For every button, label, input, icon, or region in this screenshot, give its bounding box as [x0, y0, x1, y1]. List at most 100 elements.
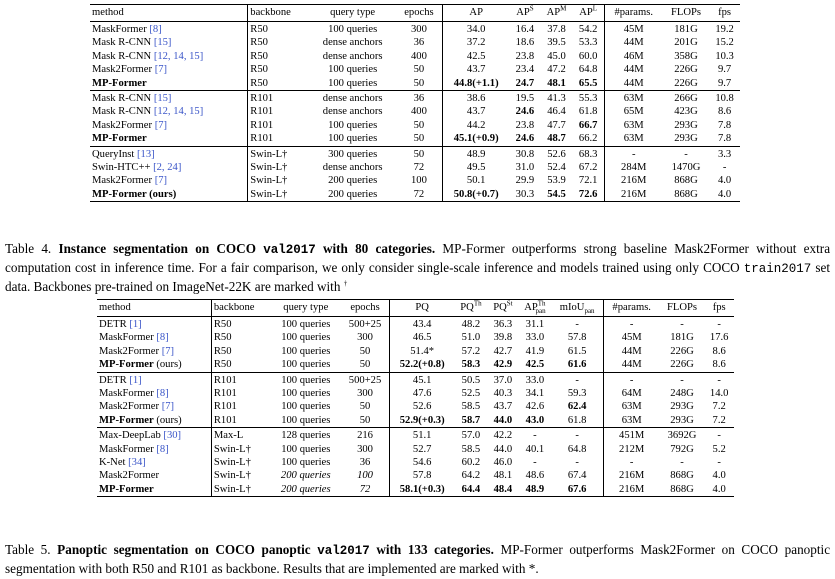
caption-label: Table 4. — [5, 241, 52, 256]
cell-query: 100 queries — [270, 358, 342, 373]
cell-epochs: 400 — [396, 49, 443, 64]
table-row: Mask R-CNN [12, 14, 15] R50 dense anchors 4… — [90, 49, 740, 64]
citation-link[interactable]: [7] — [161, 345, 175, 357]
cell-flops: 868G — [659, 482, 705, 498]
table-4-instance-segmentation: method backbone query type epochs AP APS… — [90, 4, 740, 203]
cell-epochs: 72 — [341, 482, 391, 498]
cell-query: 200 queries — [280, 470, 331, 482]
cell-backbone: Swin-L† — [250, 175, 288, 187]
cell-fps: - — [717, 319, 721, 330]
cell-fps: 7.2 — [712, 401, 726, 413]
caption-bold-tail: with 133 categories. — [376, 542, 494, 557]
cell-backbone: R50 — [250, 64, 268, 76]
cell-params: 216M — [604, 187, 663, 203]
cell-pq: 46.5 — [412, 332, 432, 344]
cell-apm: 54.5 — [540, 187, 573, 203]
table-row: Mask2Former [7] R50 100 queries 50 43.7 23.4 4… — [90, 63, 740, 77]
col-header-pq-st: PQSt — [487, 299, 519, 317]
citation-link[interactable]: [8] — [156, 332, 169, 344]
citation-link[interactable]: [7] — [154, 119, 168, 131]
caption-bold-text: Panoptic segmentation on COCO panoptic — [57, 542, 311, 557]
cell-fps: 3.3 — [717, 148, 732, 160]
cell-apm: 47.2 — [547, 64, 566, 76]
cell-ap: 43.7 — [466, 64, 486, 76]
cell-ap: 33.0 — [525, 374, 545, 386]
cell-pqst: 37.0 — [493, 374, 513, 386]
cell-fps: 7.2 — [704, 413, 734, 429]
cell-query: 100 queries — [281, 388, 331, 400]
cell-pqth: 48.2 — [461, 319, 481, 330]
cell-epochs: 500+25 — [341, 316, 391, 332]
citation-link[interactable]: [7] — [161, 401, 175, 413]
citation-link[interactable]: [15] — [153, 37, 172, 49]
citation-link[interactable]: [8] — [156, 443, 169, 455]
citation-link[interactable]: [13] — [137, 148, 155, 160]
cell-pqst: 36.3 — [493, 319, 513, 330]
cell-epochs: 300 — [341, 331, 391, 345]
cell-apl: 72.6 — [572, 187, 605, 203]
cell-method: Mask R-CNN [15] — [90, 36, 249, 50]
col-header-method: method — [97, 299, 212, 317]
citation-link[interactable]: [30] — [163, 430, 182, 442]
citation-link[interactable]: [1] — [129, 374, 142, 386]
citation-link[interactable]: [7] — [154, 175, 168, 187]
cell-method: MP-Former (ours) — [97, 358, 212, 373]
cell-aps: 31.0 — [515, 162, 535, 174]
citation-link[interactable]: [12, 14, 15] — [153, 50, 204, 62]
cell-backbone: R50 — [213, 319, 232, 330]
citation-link[interactable]: [12, 14, 15] — [153, 106, 204, 118]
cell-apl: 54.2 — [572, 21, 605, 37]
cell-fps: 5.2 — [712, 443, 726, 455]
cell-method: Mask2Former [7] — [90, 63, 249, 77]
cell-method: MaskFormer [8] — [97, 442, 212, 457]
citation-link[interactable]: [1] — [129, 319, 142, 330]
cell-apl: 68.3 — [572, 146, 605, 162]
col-header-apm: APM — [540, 4, 573, 22]
cell-epochs: 100 — [396, 174, 443, 188]
cell-pqst: 44.0 — [493, 443, 513, 455]
cell-pqst: 42.7 — [493, 345, 513, 357]
cell-flops: 181G — [670, 332, 694, 344]
cell-method: MaskFormer [8] — [97, 331, 212, 345]
table-group-3: Max-DeepLab [30] Max-L 128 queries 216 51.1 5… — [97, 427, 734, 498]
caption-text: MP-Former outperforms Mask2Former on COC… — [5, 542, 831, 576]
cell-flops: 868G — [674, 175, 698, 187]
table-row: Swin-HTC++ [2, 24] Swin-L† dense anchors 72… — [90, 161, 740, 175]
citation-link[interactable]: [8] — [156, 388, 169, 400]
col-header-query-type: query type — [270, 299, 342, 317]
cell-epochs: 72 — [396, 161, 443, 175]
cell-params: - — [629, 374, 634, 386]
table-row: Mask2Former [7] R101 100 queries 50 52.6 58.5… — [97, 400, 734, 414]
citation-link[interactable]: [8] — [149, 24, 162, 35]
cell-flops: 293G — [662, 132, 710, 147]
cell-params: 45M — [623, 24, 644, 35]
cell-pqth: 50.5 — [461, 374, 481, 386]
cell-method: MP-Former — [97, 482, 212, 498]
citation-link[interactable]: [7] — [154, 64, 168, 76]
cell-backbone: Swin-L† — [247, 187, 310, 203]
cell-method: MP-Former — [90, 76, 249, 92]
cell-pqth: 60.2 — [461, 457, 481, 469]
table-5-caption: Table 5. Panoptic segmentation on COCO p… — [5, 541, 830, 577]
cell-query: dense anchors — [322, 106, 383, 118]
dagger-mark: † — [343, 279, 348, 288]
cell-aps: 18.6 — [515, 37, 535, 49]
citation-link[interactable]: [2, 24] — [153, 162, 182, 174]
cell-epochs: 500+25 — [341, 372, 391, 388]
table-5-panoptic-segmentation: method backbone query type epochs PQ PQT… — [97, 299, 734, 498]
cell-backbone: R101 — [247, 132, 310, 147]
cell-query: 300 queries — [328, 148, 378, 160]
col-header-flops: FLOPs — [659, 299, 705, 317]
cell-flops: - — [680, 457, 684, 469]
cell-method: Mask2Former — [97, 469, 212, 483]
cell-query: 200 queries — [309, 187, 397, 203]
col-header-query-type: query type — [309, 4, 397, 22]
cell-epochs: 300 — [396, 21, 443, 37]
cell-ap: - — [533, 430, 537, 442]
cell-miou: 61.6 — [551, 358, 604, 373]
citation-link[interactable]: [15] — [153, 93, 172, 105]
citation-link[interactable]: [34] — [128, 457, 146, 469]
cell-aps: 29.9 — [515, 175, 535, 187]
cell-query: 100 queries — [328, 119, 378, 131]
caption-label: Table 5. — [5, 542, 51, 557]
